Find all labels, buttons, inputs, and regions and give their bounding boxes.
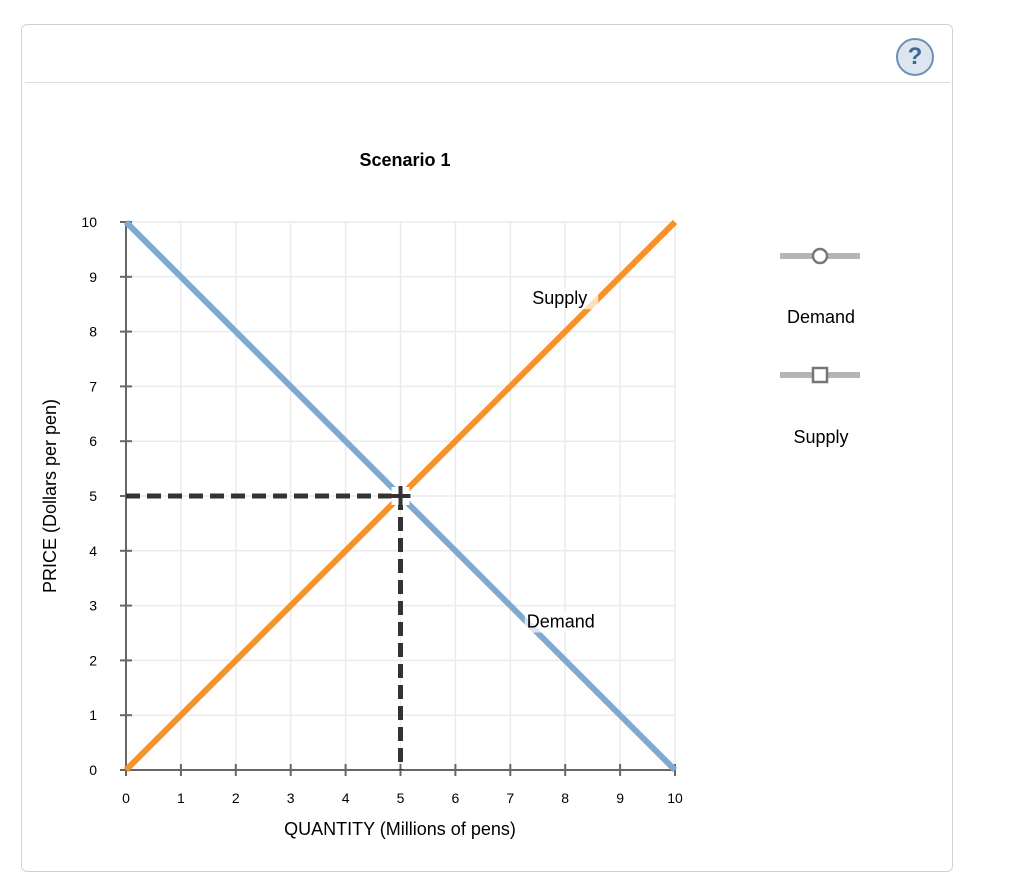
curve-label-supply: Supply <box>532 288 587 308</box>
x-tick-label: 6 <box>452 790 460 806</box>
x-tick-label: 10 <box>667 790 683 806</box>
y-tick-label: 4 <box>89 543 97 559</box>
circle-marker-icon <box>811 247 829 265</box>
y-tick-label: 8 <box>89 324 97 340</box>
x-tick-label: 1 <box>177 790 185 806</box>
legend-item-supply[interactable]: Supply <box>780 366 860 447</box>
x-axis-label: QUANTITY (Millions of pens) <box>284 819 516 839</box>
chart-title: Scenario 1 <box>359 150 450 170</box>
x-tick-label: 2 <box>232 790 240 806</box>
help-button[interactable]: ? <box>896 38 934 76</box>
graph-panel <box>21 24 953 872</box>
legend: Demand Supply <box>780 247 860 447</box>
y-axis-label: PRICE (Dollars per pen) <box>40 399 60 593</box>
legend-label-supply: Supply <box>793 427 848 447</box>
y-tick-label: 5 <box>89 488 97 504</box>
y-tick-label: 7 <box>89 378 97 394</box>
y-tick-label: 10 <box>81 214 97 230</box>
y-tick-label: 9 <box>89 269 97 285</box>
x-tick-label: 8 <box>561 790 569 806</box>
y-tick-label: 3 <box>89 598 97 614</box>
x-tick-label: 4 <box>342 790 350 806</box>
x-tick-label: 5 <box>397 790 405 806</box>
x-tick-label: 7 <box>506 790 514 806</box>
x-tick-label: 3 <box>287 790 295 806</box>
y-tick-label: 6 <box>89 433 97 449</box>
x-tick-label: 0 <box>122 790 130 806</box>
curve-label-demand: Demand <box>527 612 595 632</box>
y-tick-label: 0 <box>89 762 97 778</box>
square-marker-icon <box>811 366 829 384</box>
y-tick-label: 2 <box>89 652 97 668</box>
header-divider <box>25 82 950 83</box>
y-tick-label: 1 <box>89 707 97 723</box>
legend-label-demand: Demand <box>787 307 855 327</box>
equilibrium-annotation <box>126 486 411 770</box>
legend-item-demand[interactable]: Demand <box>780 247 860 327</box>
x-tick-label: 9 <box>616 790 624 806</box>
help-circle-icon: ? <box>907 43 923 70</box>
